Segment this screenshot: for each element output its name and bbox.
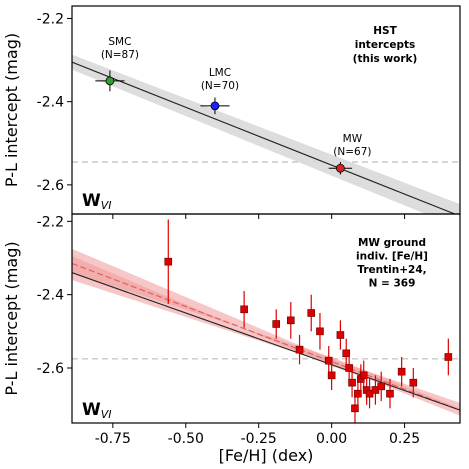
x-tick-label: -0.25 [241,431,277,447]
data-point [316,327,324,336]
data-point [105,76,115,86]
legend-text: indiv. [Fe/H] [356,251,428,263]
axes-frame [71,213,461,424]
data-point [327,371,336,380]
x-axis-label: [Fe/H] (dex) [219,446,314,465]
fit-uncertainty-band [72,54,460,214]
point-label: MW [343,133,363,145]
legend-text: (this work) [353,53,418,65]
band-label: WVI [82,191,112,212]
x-tick-label: -0.50 [168,431,204,447]
band-label-main: W [82,191,101,211]
band-label-main: W [82,400,101,420]
y-axis-label: P-L intercept (mag) [2,241,21,395]
data-point [336,331,345,339]
data-point [295,345,304,354]
data-point [286,316,295,325]
legend-text: HST [373,25,397,37]
bottom-panel: MW ground indiv. [Fe/H]Trentin+24, N = 369… [2,213,461,465]
y-tick-label: -2.4 [37,95,64,111]
y-tick-label: -2.4 [37,288,64,304]
y-tick-label: -2.6 [37,178,64,194]
legend-text: Trentin+24, [357,264,426,276]
legend-text: N = 369 [369,278,416,290]
plot-area [72,219,460,423]
legend-text: MW ground [358,237,426,249]
plot-area [72,54,460,214]
x-tick-label: 0.00 [316,431,347,447]
x-tick-label: 0.25 [389,431,420,447]
fit-line [72,272,460,411]
legend-text: intercepts [355,39,416,51]
x-tick-label: -0.75 [95,431,131,447]
point-label: (N=87) [101,49,139,61]
data-point [348,378,356,387]
band-label: WVI [82,400,112,421]
point-label: (N=70) [201,80,239,92]
y-tick-label: -2.6 [37,361,64,377]
top-panel: SMC(N=87) LMC(N=70) MW(N=67) HST intercepts (… [2,5,461,219]
data-point [386,389,394,398]
data-point [409,378,418,387]
y-tick-label: -2.2 [37,214,64,230]
y-tick-label: -2.2 [37,11,64,27]
band-label-subscript: VI [101,199,112,212]
data-point [307,309,316,317]
data-point [272,320,281,328]
band-label-subscript: VI [101,408,112,421]
data-point [335,163,345,173]
data-point [377,382,386,391]
point-label: LMC [209,67,231,79]
data-point [210,101,220,111]
data-point [397,367,406,376]
point-label: SMC [108,36,131,48]
fit-line [72,61,457,214]
y-axis-label: P-L intercept (mag) [2,33,21,187]
point-label: (N=67) [333,146,371,158]
dashed-fit-line [72,262,460,411]
data-point [164,257,173,266]
data-point [444,353,453,361]
data-point [240,305,248,314]
